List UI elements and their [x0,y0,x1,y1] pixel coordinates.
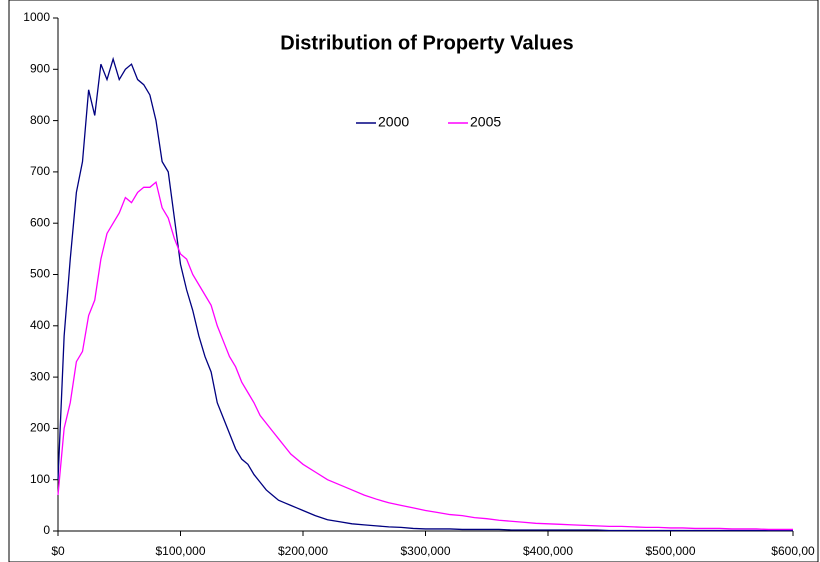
chart-border [8,0,819,562]
x-tick-label: $600,00 [771,544,815,558]
y-tick-label: 600 [30,215,50,229]
y-tick-label: 800 [30,113,50,127]
series-line [57,56,793,532]
y-tick-label: 100 [30,472,50,486]
x-tick-label: $400,000 [523,544,573,558]
x-tick-label: $500,000 [645,544,695,558]
y-tick-label: 900 [30,61,50,75]
y-tick-label: 1000 [23,10,50,24]
chart-title: Distribution of Property Values [280,32,573,54]
y-tick-label: 300 [30,369,50,383]
y-tick-label: 500 [30,267,50,281]
legend-label: 2000 [378,114,409,130]
y-tick-label: 400 [30,318,50,332]
y-tick-label: 200 [30,421,50,435]
x-tick-label: $200,000 [278,544,328,558]
y-tick-label: 0 [43,523,50,537]
x-tick-label: $300,000 [400,544,450,558]
x-tick-label: $0 [51,544,65,558]
legend-label: 2005 [470,114,501,130]
series-line [57,180,793,531]
x-tick-label: $100,000 [155,544,205,558]
y-tick-label: 700 [30,164,50,178]
